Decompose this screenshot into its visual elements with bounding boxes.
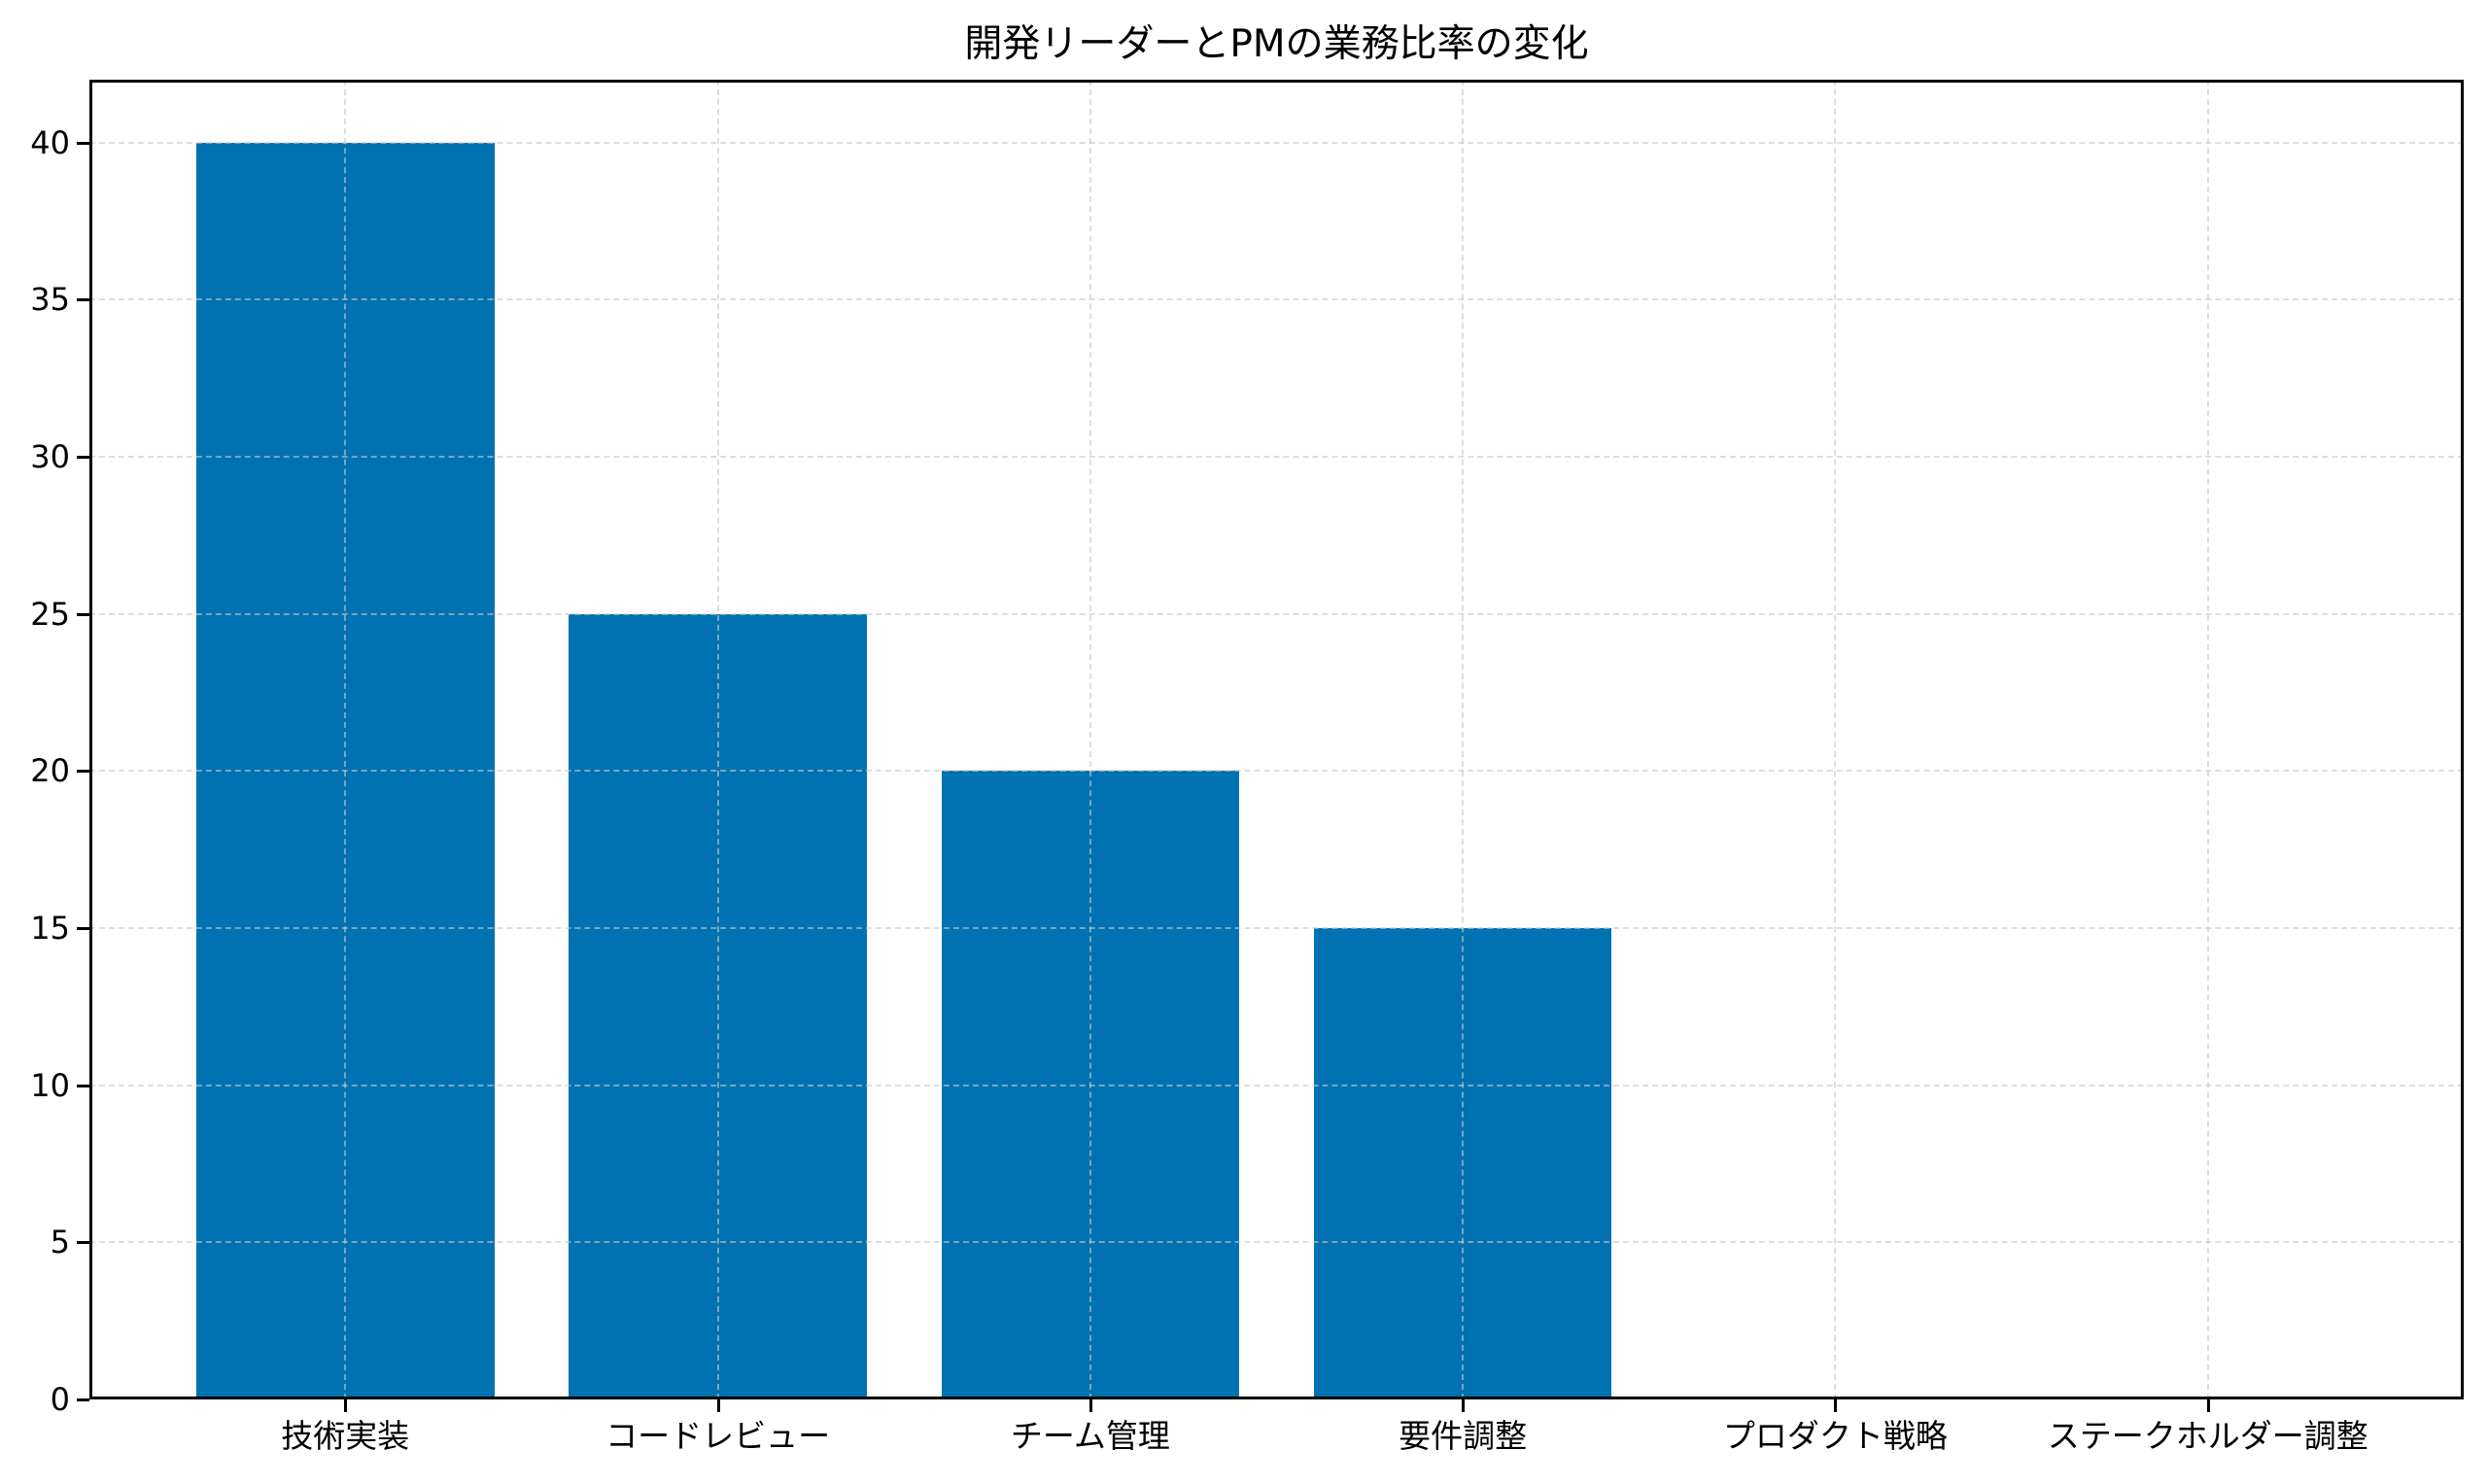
x-gridline xyxy=(1462,80,1465,1399)
x-tick-label: コードレビュー xyxy=(605,1417,831,1455)
x-gridline xyxy=(1834,80,1837,1399)
x-tick-label: 技術実装 xyxy=(281,1417,410,1455)
x-gridline xyxy=(1088,80,1091,1399)
y-tick-label: 10 xyxy=(30,1066,70,1104)
y-tick-label: 5 xyxy=(50,1224,70,1261)
y-gridline xyxy=(89,1084,2464,1087)
y-tick-mark xyxy=(77,456,89,459)
y-tick-label: 20 xyxy=(30,752,70,790)
x-tick-label: プロダクト戦略 xyxy=(1722,1417,1948,1455)
y-tick-mark xyxy=(77,770,89,774)
x-tick-mark xyxy=(1834,1399,1838,1412)
y-tick-mark xyxy=(77,612,89,616)
x-tick-label: 要件調整 xyxy=(1399,1417,1528,1455)
y-gridline xyxy=(89,927,2464,929)
y-gridline xyxy=(89,770,2464,773)
y-tick-label: 30 xyxy=(30,438,70,475)
y-gridline xyxy=(89,1241,2464,1244)
y-tick-mark xyxy=(77,1241,89,1245)
x-tick-mark xyxy=(1088,1399,1092,1412)
y-tick-mark xyxy=(77,298,89,302)
x-tick-mark xyxy=(1462,1399,1466,1412)
y-gridline xyxy=(89,141,2464,144)
x-gridline xyxy=(344,80,347,1399)
y-tick-mark xyxy=(77,141,89,145)
y-tick-label: 15 xyxy=(30,910,70,947)
x-tick-mark xyxy=(716,1399,720,1412)
x-tick-label: ステークホルダー調整 xyxy=(2047,1417,2368,1455)
y-tick-mark xyxy=(77,1398,89,1401)
y-tick-mark xyxy=(77,927,89,930)
y-gridline xyxy=(89,612,2464,615)
y-tick-label: 35 xyxy=(30,281,70,319)
chart-title: 開発リーダーとPMの業務比率の変化 xyxy=(964,22,1589,66)
x-gridline xyxy=(2206,80,2209,1399)
x-tick-mark xyxy=(344,1399,348,1412)
y-tick-label: 0 xyxy=(50,1381,70,1418)
x-gridline xyxy=(716,80,719,1399)
y-gridline xyxy=(89,298,2464,301)
plot-area xyxy=(89,80,2464,1399)
y-gridline xyxy=(89,456,2464,458)
y-tick-label: 40 xyxy=(30,123,70,161)
x-tick-mark xyxy=(2206,1399,2210,1412)
y-tick-label: 25 xyxy=(30,595,70,633)
y-tick-mark xyxy=(77,1084,89,1087)
x-tick-label: チーム管理 xyxy=(1010,1417,1170,1455)
